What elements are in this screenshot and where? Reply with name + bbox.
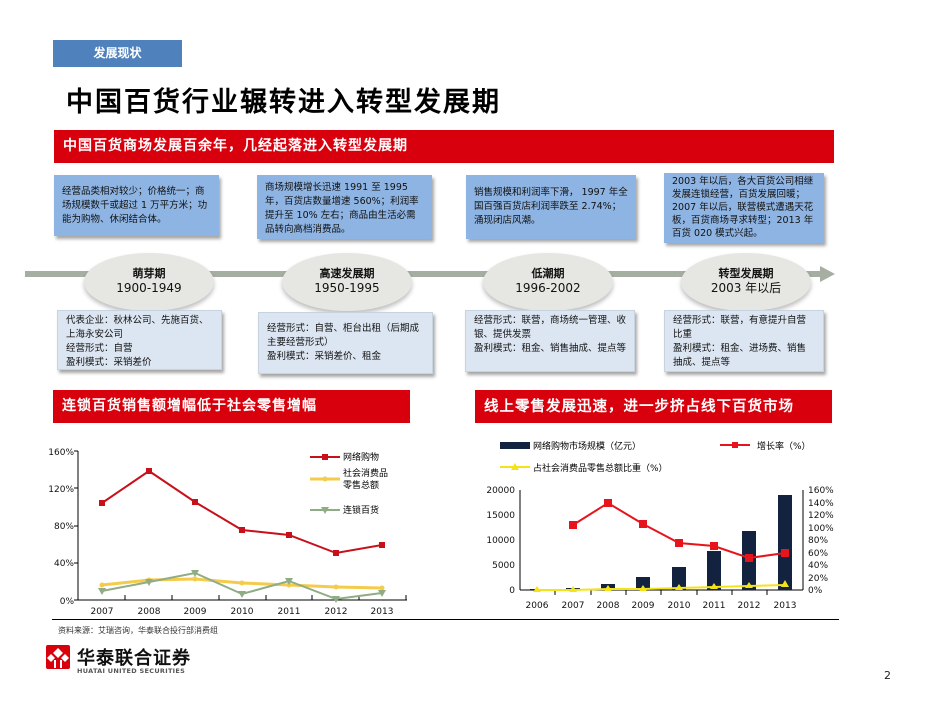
right-y-120: 120% bbox=[808, 511, 834, 521]
stage-3-years: 1996-2002 bbox=[515, 281, 581, 295]
stage-2-name: 高速发展期 bbox=[319, 267, 375, 280]
timeline-arrow-icon bbox=[820, 266, 835, 282]
x-tick-2008: 2008 bbox=[138, 607, 161, 617]
page-title: 中国百货行业辗转进入转型发展期 bbox=[66, 87, 501, 118]
right-y-0: 0% bbox=[808, 586, 823, 596]
legend-market-size: 网络购物市场规模（亿元） bbox=[533, 440, 641, 452]
x-2007: 2007 bbox=[562, 601, 585, 611]
x-2009: 2009 bbox=[632, 601, 655, 611]
y-tick-40: 40% bbox=[54, 559, 74, 569]
x-tick-2010: 2010 bbox=[231, 607, 254, 617]
x-2012: 2012 bbox=[738, 601, 761, 611]
main-banner: 中国百货商场发展百余年，几经起落进入转型发展期 bbox=[54, 130, 834, 163]
stage-1-name: 萌芽期 bbox=[132, 267, 166, 280]
right-y-80: 80% bbox=[808, 536, 828, 546]
market-size-bars bbox=[530, 495, 792, 590]
x-2011: 2011 bbox=[703, 601, 726, 611]
left-y-10000: 10000 bbox=[486, 536, 515, 546]
x-tick-2012: 2012 bbox=[325, 607, 348, 617]
stage-4-ellipse: 转型发展期 2003 年以后 bbox=[681, 253, 811, 311]
right-chart-banner: 线上零售发展迅速，进一步挤占线下百货市场 bbox=[475, 390, 832, 423]
right-combo-chart: 网络购物市场规模（亿元） 增长率（%） 占社会消费品零售总额比重（%） 2000… bbox=[486, 440, 834, 611]
footer-divider bbox=[52, 619, 839, 620]
section-tag: 发展现状 bbox=[53, 40, 182, 67]
x-tick-2007: 2007 bbox=[91, 607, 114, 617]
timeline-line bbox=[25, 271, 822, 277]
left-y-5000: 5000 bbox=[492, 561, 515, 571]
legend-retail-total-line2: 零售总额 bbox=[343, 479, 379, 491]
left-chart-banner: 连锁百货销售额增幅低于社会零售增幅 bbox=[53, 390, 410, 423]
stage-1-ellipse: 萌芽期 1900-1949 bbox=[84, 253, 214, 311]
stage-1-top-box: 经营品类相对较少；价格统一；商场规模数千或超过 1 万平方米；功能为购物、休闲结… bbox=[54, 175, 219, 236]
legend-retail-total-line1: 社会消费品 bbox=[343, 467, 388, 479]
x-tick-2011: 2011 bbox=[278, 607, 301, 617]
y-tick-0: 0% bbox=[60, 597, 75, 607]
left-line-chart: 160% 120% 80% 40% 0% 2007 2008 2009 2010… bbox=[48, 448, 407, 617]
brand-logo bbox=[46, 645, 70, 673]
right-y-20: 20% bbox=[808, 574, 828, 584]
stage-4-years: 2003 年以后 bbox=[710, 281, 782, 295]
stage-4-top-box: 2003 年以后，各大百货公司相继发展连锁经营，百货发展回暖； 2007 年以后… bbox=[664, 173, 824, 243]
page-number: 2 bbox=[884, 669, 891, 682]
stage-3-top-box: 销售规模和利润率下滑， 1997 年全国百强百货店利润率跌至 2.74%；涌现闭… bbox=[466, 175, 636, 239]
stage-3-name: 低潮期 bbox=[531, 267, 565, 280]
stage-4-name: 转型发展期 bbox=[718, 267, 774, 280]
legend-chain-department: 连锁百货 bbox=[343, 504, 379, 516]
x-tick-2013: 2013 bbox=[371, 607, 394, 617]
x-2010: 2010 bbox=[668, 601, 691, 611]
stage-2-top-box: 商场规模增长迅速 1991 至 1995 年，百货店数量增速 560%；利润率提… bbox=[257, 175, 432, 239]
x-2008: 2008 bbox=[597, 601, 620, 611]
legend-share: 占社会消费品零售总额比重（%） bbox=[533, 462, 668, 474]
series-red-line bbox=[101, 469, 383, 555]
stage-4-bottom-box: 经营形式：联营，有意提升自营比重 盈利模式：租金、进场费、销售抽成、提点等 bbox=[664, 310, 824, 372]
x-2013: 2013 bbox=[774, 601, 797, 611]
x-2006: 2006 bbox=[526, 601, 549, 611]
huatai-logo-icon bbox=[46, 645, 70, 669]
right-y-100: 100% bbox=[808, 524, 834, 534]
x-tick-2009: 2009 bbox=[184, 607, 207, 617]
right-y-40: 40% bbox=[808, 561, 828, 571]
y-tick-120: 120% bbox=[48, 485, 74, 495]
stage-3-ellipse: 低潮期 1996-2002 bbox=[483, 253, 613, 311]
left-y-0: 0 bbox=[509, 586, 515, 596]
stage-1-bottom-box: 代表企业：秋林公司、先施百货、上海永安公司 经营形式：自营 盈利模式：采销差价 bbox=[57, 310, 222, 370]
brand-name-en: HUATAI UNITED SECURITIES bbox=[77, 667, 186, 675]
brand-name-cn: 华泰联合证券 bbox=[77, 648, 191, 669]
y-tick-160: 160% bbox=[48, 448, 74, 458]
stage-2-ellipse: 高速发展期 1950-1995 bbox=[282, 253, 412, 311]
stage-2-years: 1950-1995 bbox=[314, 281, 380, 295]
left-y-15000: 15000 bbox=[486, 511, 515, 521]
right-y-140: 140% bbox=[808, 499, 834, 509]
legend-growth-rate: 增长率（%） bbox=[757, 440, 811, 452]
source-note: 资料来源：艾瑞咨询，华泰联合投行部消费组 bbox=[58, 626, 218, 635]
right-y-60: 60% bbox=[808, 549, 828, 559]
legend-online-shopping: 网络购物 bbox=[343, 451, 379, 463]
share-line bbox=[537, 584, 786, 591]
stage-3-bottom-box: 经营形式：联营，商场统一管理、收银、提供发票 盈利模式：租金、销售抽成、提点等 bbox=[465, 310, 635, 372]
left-y-20000: 20000 bbox=[486, 486, 515, 496]
stage-2-bottom-box: 经营形式：自营、柜台出租（后期成主要经营形式） 盈利模式：采销差价、租金 bbox=[258, 312, 433, 374]
right-y-160: 160% bbox=[808, 486, 834, 496]
stage-1-years: 1900-1949 bbox=[116, 281, 182, 295]
y-tick-80: 80% bbox=[54, 522, 74, 532]
